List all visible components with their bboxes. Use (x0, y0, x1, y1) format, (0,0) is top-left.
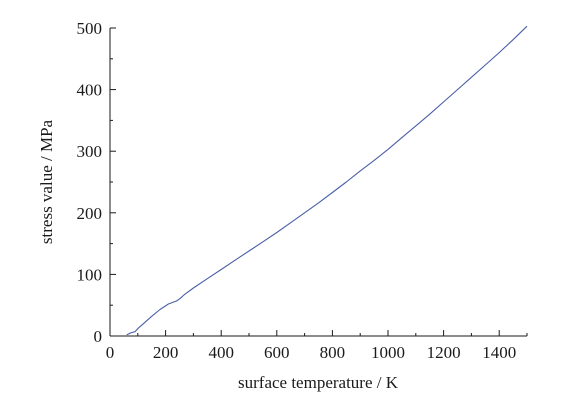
x-tick-label: 800 (320, 343, 346, 362)
y-tick-label: 0 (94, 327, 103, 346)
x-tick-label: 1000 (371, 343, 405, 362)
x-tick-label: 1200 (427, 343, 461, 362)
series-layer (126, 25, 528, 336)
x-tick-label: 600 (264, 343, 290, 362)
y-tick-label: 400 (77, 81, 103, 100)
x-tick-label: 1400 (482, 343, 516, 362)
stress-series-line (126, 25, 528, 336)
x-tick-label: 400 (208, 343, 234, 362)
axes (109, 28, 527, 337)
y-tick-label: 300 (77, 142, 103, 161)
x-ticks: 0 200 400 600 800 1000 1200 1400 (106, 330, 528, 362)
y-ticks: 0 100 200 300 400 500 (77, 19, 116, 346)
x-axis-label: surface temperature / K (238, 373, 399, 392)
y-axis-label: stress value / MPa (37, 119, 56, 244)
x-tick-label: 200 (153, 343, 179, 362)
y-tick-label: 500 (77, 19, 103, 38)
y-tick-label: 100 (77, 265, 103, 284)
x-tick-label: 0 (106, 343, 115, 362)
y-tick-label: 200 (77, 204, 103, 223)
